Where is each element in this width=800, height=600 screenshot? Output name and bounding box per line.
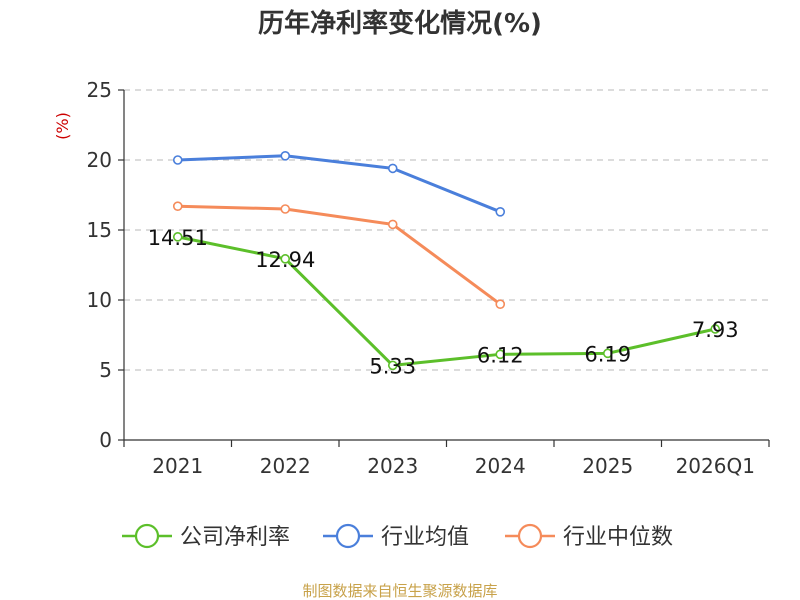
legend: 公司净利率 行业均值 行业中位数	[122, 523, 673, 550]
data-label-3: 6.12	[477, 343, 524, 367]
series-2-point-1	[280, 204, 291, 214]
y-tick-label-25: 25	[87, 78, 112, 102]
series-line-1	[177, 154, 501, 214]
series-line-2	[177, 204, 502, 306]
source-note: 制图数据来自恒生聚源数据库	[302, 582, 497, 600]
series-1-point-3	[495, 207, 506, 217]
series-2-point-2	[387, 219, 398, 230]
grid-lines	[124, 89, 769, 371]
legend-label-1: 行业均值	[381, 525, 469, 550]
y-tick-label-0: 0	[99, 428, 112, 452]
x-tick-label-2026Q1: 2026Q1	[676, 454, 755, 478]
x-tick-label-2022: 2022	[260, 454, 311, 478]
series-1-point-1	[280, 151, 291, 161]
y-axis-label: (%)	[53, 112, 72, 140]
data-label-2: 5.33	[369, 354, 416, 378]
data-label-4: 6.19	[584, 342, 631, 366]
series-2-point-3	[495, 299, 506, 310]
y-tick-label-20: 20	[87, 148, 112, 172]
data-label-1: 12.94	[255, 248, 315, 272]
series	[172, 151, 721, 371]
series-line-0	[177, 235, 716, 367]
y-tick-label-15: 15	[87, 218, 112, 242]
x-tick-label-2021: 2021	[152, 454, 203, 478]
x-tick-label-2025: 2025	[582, 454, 633, 478]
legend-marker-2	[517, 523, 543, 549]
data-labels: 14.51 12.94 5.33 6.12 6.19 7.93	[148, 226, 739, 379]
data-label-5: 7.93	[692, 318, 739, 342]
series-0-point-2	[387, 360, 398, 371]
series-0-point-0	[172, 232, 183, 242]
y-tick-label-10: 10	[87, 288, 112, 312]
x-tick-label-2023: 2023	[367, 454, 418, 478]
series-1-point-0	[172, 155, 183, 165]
x-tick-label-2024: 2024	[475, 454, 526, 478]
data-label-0: 14.51	[148, 226, 208, 250]
legend-marker-1	[335, 523, 361, 549]
series-0-point-5	[710, 324, 721, 334]
legend-label-0: 公司净利率	[180, 525, 290, 550]
legend-label-2: 行业中位数	[563, 525, 673, 550]
series-2-point-0	[172, 201, 183, 211]
series-1-point-2	[387, 163, 398, 174]
legend-marker-0	[134, 523, 160, 549]
y-tick-label-5: 5	[99, 358, 112, 382]
series-0-point-4	[602, 348, 613, 359]
chart-title: 历年净利率变化情况(%)	[258, 8, 542, 39]
series-0-point-3	[495, 349, 506, 360]
series-0-point-1	[280, 254, 291, 264]
